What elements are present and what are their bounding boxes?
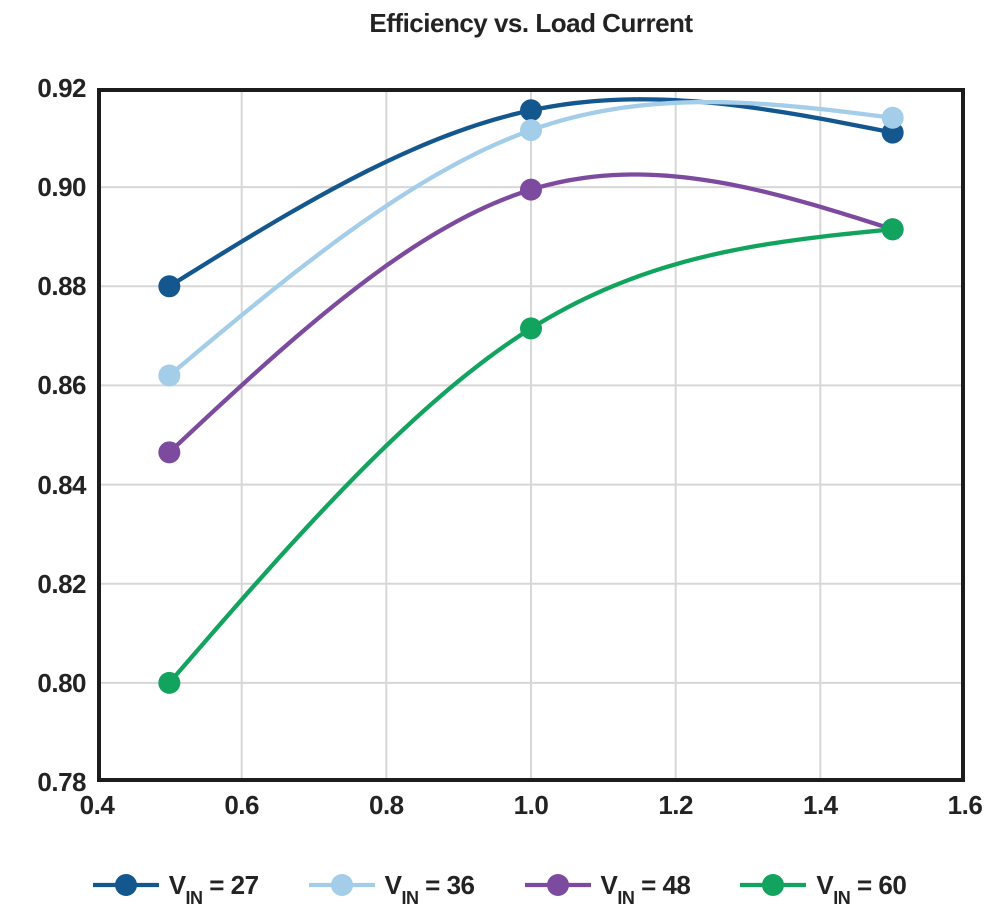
chart-svg (97, 88, 965, 782)
y-tick-label: 0.90 (37, 172, 86, 203)
marker-vin-27 (158, 275, 181, 298)
y-tick-label: 0.82 (37, 568, 86, 599)
legend-label: VIN = 60 (816, 869, 907, 908)
legend-marker-icon (308, 874, 375, 896)
marker-vin-48 (520, 178, 542, 201)
marker-vin-60 (881, 218, 904, 241)
legend-label: VIN = 48 (600, 869, 691, 908)
x-tick-label: 1.0 (513, 790, 549, 820)
y-tick-label: 0.78 (37, 767, 86, 797)
x-tick-label: 1.6 (947, 790, 983, 820)
legend-marker-icon (740, 874, 807, 896)
legend-item-vin-48: VIN = 48 (524, 869, 691, 908)
legend-label: VIN = 27 (168, 869, 259, 908)
legend-item-vin-36: VIN = 36 (308, 869, 475, 908)
legend-label: VIN = 36 (384, 869, 475, 908)
marker-vin-60 (520, 317, 542, 340)
marker-vin-36 (881, 106, 904, 129)
marker-vin-27 (520, 99, 542, 122)
y-tick-label: 0.86 (37, 370, 86, 401)
marker-vin-36 (520, 119, 542, 142)
plot-border (97, 88, 965, 782)
legend-item-vin-60: VIN = 60 (740, 869, 907, 908)
x-tick-label: 1.4 (803, 790, 838, 820)
x-tick-label: 0.8 (369, 790, 404, 820)
marker-vin-36 (158, 364, 181, 387)
y-tick-label: 0.84 (37, 469, 86, 500)
marker-vin-60 (158, 671, 181, 694)
y-tick-label: 0.88 (37, 271, 86, 302)
x-tick-label: 1.2 (658, 790, 693, 820)
legend-marker-icon (524, 874, 591, 896)
legend-item-vin-27: VIN = 27 (92, 869, 259, 908)
chart-title: Efficiency vs. Load Current (369, 8, 693, 38)
marker-vin-48 (158, 441, 181, 464)
legend: VIN = 27 VIN = 36 VIN = 48 VIN = 60 (0, 860, 999, 910)
x-tick-label: 0.4 (79, 790, 115, 820)
legend-marker-icon (92, 874, 159, 896)
plot-area (97, 88, 965, 782)
x-tick-label: 0.6 (224, 790, 259, 820)
y-tick-label: 0.80 (37, 667, 86, 698)
y-tick-label: 0.92 (37, 73, 86, 103)
